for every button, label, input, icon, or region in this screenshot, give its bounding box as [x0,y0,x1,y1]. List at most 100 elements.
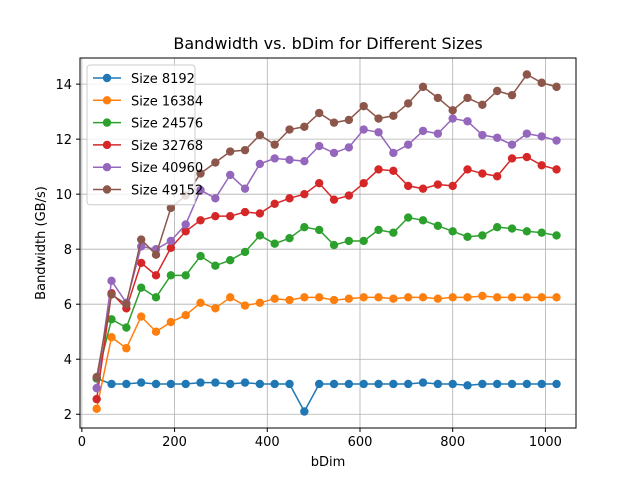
data-point [433,294,443,303]
plot-frame [79,57,577,429]
data-point [196,216,205,225]
data-point [418,184,428,193]
data-point [329,118,339,127]
data-point [122,379,131,389]
data-point [270,379,279,389]
data-point [448,227,457,236]
y-tick-label: 10 [55,188,72,203]
x-axis-label: bDim [311,455,346,470]
data-point [552,136,561,145]
data-point [136,283,146,292]
legend-item: Size 49152 [93,184,203,199]
series-2 [92,291,561,413]
data-point [270,140,279,149]
data-point [463,232,472,242]
data-point [211,194,220,203]
data-point [359,101,368,111]
data-point [285,194,294,203]
legend-item: Size 40960 [93,161,203,176]
data-point [329,148,339,158]
data-point [211,261,220,270]
data-point [492,222,502,232]
data-point [344,143,354,152]
data-point [448,293,457,302]
data-point [537,132,546,141]
legend-marker [102,140,112,150]
data-point [122,323,131,332]
data-point [537,228,546,237]
data-point [196,185,205,195]
data-point [522,129,532,138]
data-point [285,155,294,164]
data-point [196,251,205,261]
legend-label: Size 40960 [131,161,203,176]
legend-label: Size 24576 [131,117,203,132]
data-point [300,293,309,302]
data-point [463,165,472,174]
legend-marker [102,96,112,105]
legend-item: Size 32768 [93,139,203,154]
data-point [166,236,176,246]
data-point [478,169,487,178]
data-point [522,293,532,302]
data-point [537,78,546,87]
series-5 [92,114,561,393]
series-3 [92,213,561,383]
data-point [389,111,398,120]
x-tick-label: 1000 [529,435,562,450]
data-point [107,333,116,342]
data-point [389,228,398,237]
data-point [211,211,220,221]
data-point [344,379,354,389]
data-point [166,379,176,389]
data-point [136,378,146,387]
data-point [285,233,294,243]
legend-item: Size 24576 [93,117,203,132]
data-point [448,181,457,191]
data-point [329,379,339,389]
data-point [166,203,176,213]
data-point [211,304,220,313]
data-point [270,294,279,303]
data-point [374,225,383,235]
data-point [478,100,487,109]
data-point [181,379,190,389]
data-point [166,271,176,280]
data-point [329,295,339,305]
series-layer [92,70,561,416]
legend-label: Size 32768 [131,139,203,154]
data-point [507,90,517,100]
data-point [552,231,561,240]
legend-label: Size 16384 [131,94,203,109]
data-point [270,199,279,208]
y-tick-label: 4 [64,353,72,368]
data-point [507,379,517,389]
data-point [107,290,116,299]
data-point [552,82,561,92]
legend-label: Size 49152 [131,184,203,199]
data-point [151,327,161,336]
data-point [181,271,190,280]
data-point [225,379,235,389]
data-point [433,180,443,189]
data-point [300,156,309,166]
data-point [507,154,517,163]
data-point [92,394,101,404]
data-point [92,372,101,382]
data-point [418,126,428,136]
data-point [359,293,368,302]
data-point [196,298,205,308]
data-point [225,255,235,265]
data-point [314,225,324,235]
data-point [507,140,517,149]
data-point [403,140,413,149]
data-point [507,224,517,233]
data-point [403,181,413,191]
data-point [92,383,101,393]
data-point [225,147,235,156]
data-point [374,165,383,174]
data-point [181,311,190,320]
data-point [240,145,250,155]
data-point [255,298,265,308]
